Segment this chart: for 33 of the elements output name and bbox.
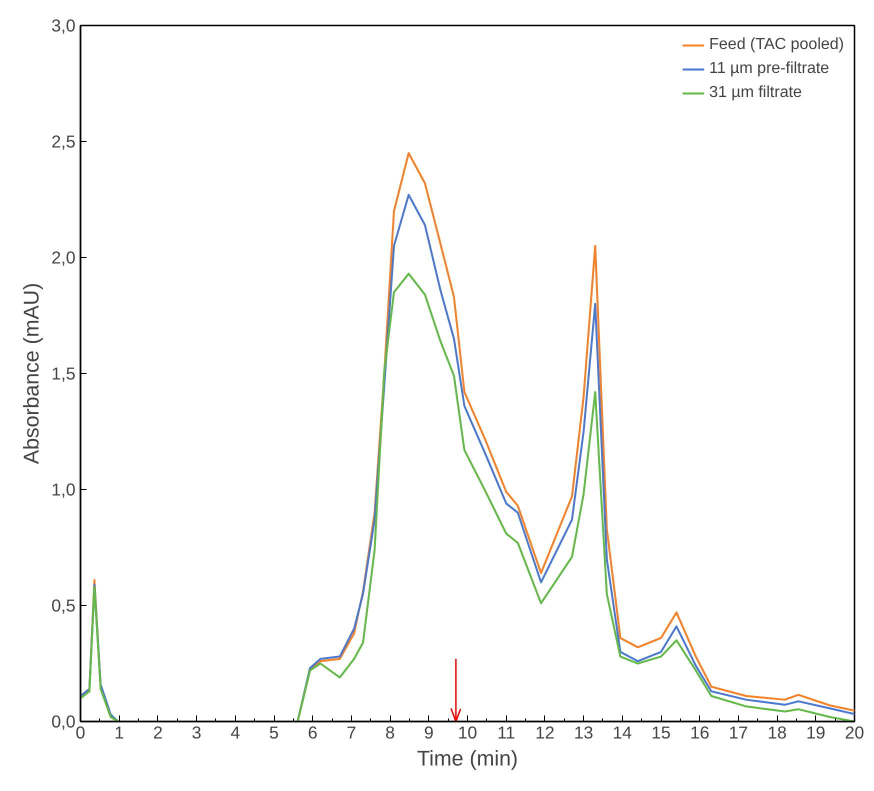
x-tick-label: 10	[458, 722, 478, 742]
x-tick-label: 14	[612, 722, 632, 742]
x-tick-label: 1	[114, 722, 124, 742]
legend-label: 11 µm pre-filtrate	[709, 60, 830, 78]
x-tick-label: 9	[424, 722, 434, 742]
y-axis-title: Absorbance (mAU)	[19, 282, 44, 464]
x-tick-label: 12	[535, 722, 555, 742]
y-tick-label: 2,0	[51, 248, 76, 268]
x-tick-label: 16	[690, 722, 710, 742]
x-tick-label: 8	[385, 722, 395, 742]
y-tick-label: 0,5	[51, 596, 76, 616]
x-tick-label: 20	[844, 722, 864, 742]
y-tick-label: 1,0	[51, 480, 76, 500]
x-tick-label: 5	[269, 722, 279, 742]
x-tick-label: 13	[574, 722, 594, 742]
x-tick-label: 2	[153, 722, 163, 742]
y-tick-label: 2,5	[51, 132, 76, 152]
x-tick-label: 11	[497, 722, 516, 742]
x-tick-label: 17	[728, 722, 748, 742]
legend-label: Feed (TAC pooled)	[709, 36, 844, 54]
x-tick-label: 4	[230, 722, 240, 742]
x-tick-label: 0	[76, 722, 86, 742]
x-tick-label: 7	[346, 722, 356, 742]
x-tick-label: 3	[192, 722, 202, 742]
x-tick-label: 18	[767, 722, 787, 742]
x-tick-label: 19	[806, 722, 826, 742]
x-tick-label: 6	[308, 722, 318, 742]
y-tick-label: 1,5	[51, 364, 76, 384]
x-axis-title: Time (min)	[416, 746, 518, 770]
y-tick-label: 3,0	[51, 16, 76, 36]
legend-label: 31 µm filtrate	[709, 84, 802, 102]
y-tick-label: 0,0	[51, 712, 76, 732]
x-tick-label: 15	[651, 722, 671, 742]
